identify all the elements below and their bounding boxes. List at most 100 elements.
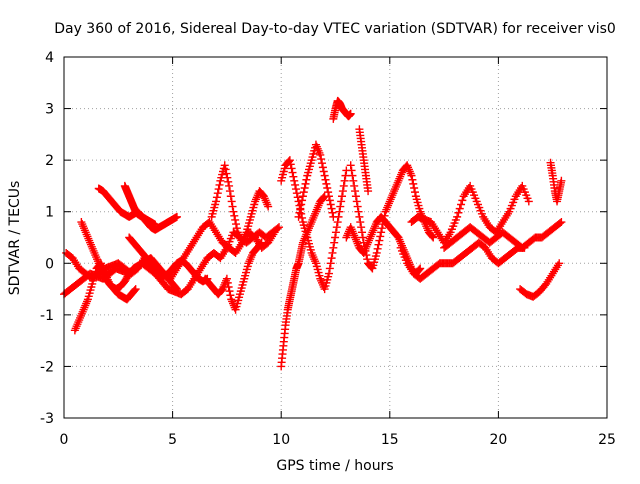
data-point — [351, 187, 360, 196]
data-point — [172, 212, 181, 221]
data-point — [353, 202, 362, 211]
data-point — [322, 179, 331, 188]
data-point — [301, 179, 310, 188]
data-point — [232, 224, 241, 233]
data-point — [331, 228, 340, 237]
data-series-track-m — [329, 96, 355, 123]
data-point — [291, 185, 300, 194]
x-tick-label: 0 — [60, 432, 69, 448]
data-point — [557, 218, 566, 227]
data-point — [325, 196, 334, 205]
data-point — [320, 171, 329, 180]
data-point — [455, 204, 464, 213]
data-point — [410, 188, 419, 197]
data-point — [326, 200, 335, 209]
plot-area-frame — [63, 56, 608, 419]
data-point — [375, 236, 384, 245]
data-point — [229, 207, 238, 216]
data-point — [357, 228, 366, 237]
data-point — [338, 187, 347, 196]
y-tick-label: 0 — [45, 256, 54, 272]
data-point — [377, 228, 386, 237]
data-point — [215, 180, 224, 189]
data-point — [355, 212, 364, 221]
data-point — [230, 211, 239, 220]
data-layer — [60, 96, 566, 371]
data-series-track-l — [294, 140, 338, 221]
data-point — [299, 188, 308, 197]
data-point — [225, 181, 234, 190]
tick-layer — [63, 56, 608, 419]
data-point — [453, 212, 462, 221]
data-point — [349, 176, 358, 185]
data-point — [348, 171, 357, 180]
data-point — [327, 254, 336, 263]
data-point — [319, 167, 328, 176]
data-point — [221, 165, 230, 174]
data-point — [346, 161, 355, 170]
x-tick-label: 15 — [381, 432, 399, 448]
data-point — [318, 163, 327, 172]
data-point — [352, 197, 361, 206]
data-point — [328, 248, 337, 257]
data-point — [336, 202, 345, 211]
data-point — [290, 176, 299, 185]
data-point — [357, 223, 366, 232]
data-point — [377, 224, 386, 233]
data-point — [555, 259, 564, 268]
data-point — [226, 291, 235, 300]
data-point — [228, 202, 237, 211]
y-tick-label: -3 — [40, 411, 54, 427]
y-tick-label: 4 — [45, 50, 54, 66]
data-point — [287, 164, 296, 173]
data-point — [151, 220, 160, 229]
data-point — [212, 197, 221, 206]
data-point — [325, 264, 334, 273]
x-tick-label: 25 — [598, 432, 616, 448]
data-point — [327, 204, 336, 213]
data-point — [372, 248, 381, 257]
data-point — [316, 150, 325, 159]
data-point — [429, 233, 438, 242]
y-tick-label: -1 — [40, 308, 54, 324]
data-point — [354, 207, 363, 216]
data-point — [222, 274, 231, 283]
data-point — [257, 238, 266, 247]
data-point — [289, 172, 298, 181]
data-point — [557, 176, 566, 185]
data-point — [214, 185, 223, 194]
data-series-track-p — [355, 125, 373, 196]
data-point — [326, 259, 335, 268]
data-point — [428, 232, 437, 241]
data-point — [329, 212, 338, 221]
data-point — [556, 219, 565, 228]
grid-layer — [64, 57, 607, 418]
data-series-track-i — [201, 238, 266, 314]
data-point — [317, 155, 326, 164]
data-point — [286, 160, 295, 169]
data-series-track-h — [207, 161, 273, 247]
y-axis-label: SDTVAR / TECUs — [7, 181, 23, 296]
x-tick-label: 20 — [489, 432, 507, 448]
data-point — [212, 193, 221, 202]
data-point — [415, 265, 424, 274]
data-point — [364, 187, 373, 196]
data-point — [220, 161, 229, 170]
data-point — [225, 287, 234, 296]
data-point — [319, 193, 328, 202]
data-point — [346, 109, 355, 118]
data-point — [341, 171, 350, 180]
data-point — [410, 183, 419, 192]
data-point — [458, 196, 467, 205]
data-series-track-f — [120, 181, 160, 229]
data-point — [285, 156, 294, 165]
data-point — [356, 218, 365, 227]
data-point — [328, 208, 337, 217]
data-point — [222, 169, 231, 178]
data-point — [291, 180, 300, 189]
data-point — [302, 175, 311, 184]
data-point — [457, 200, 466, 209]
